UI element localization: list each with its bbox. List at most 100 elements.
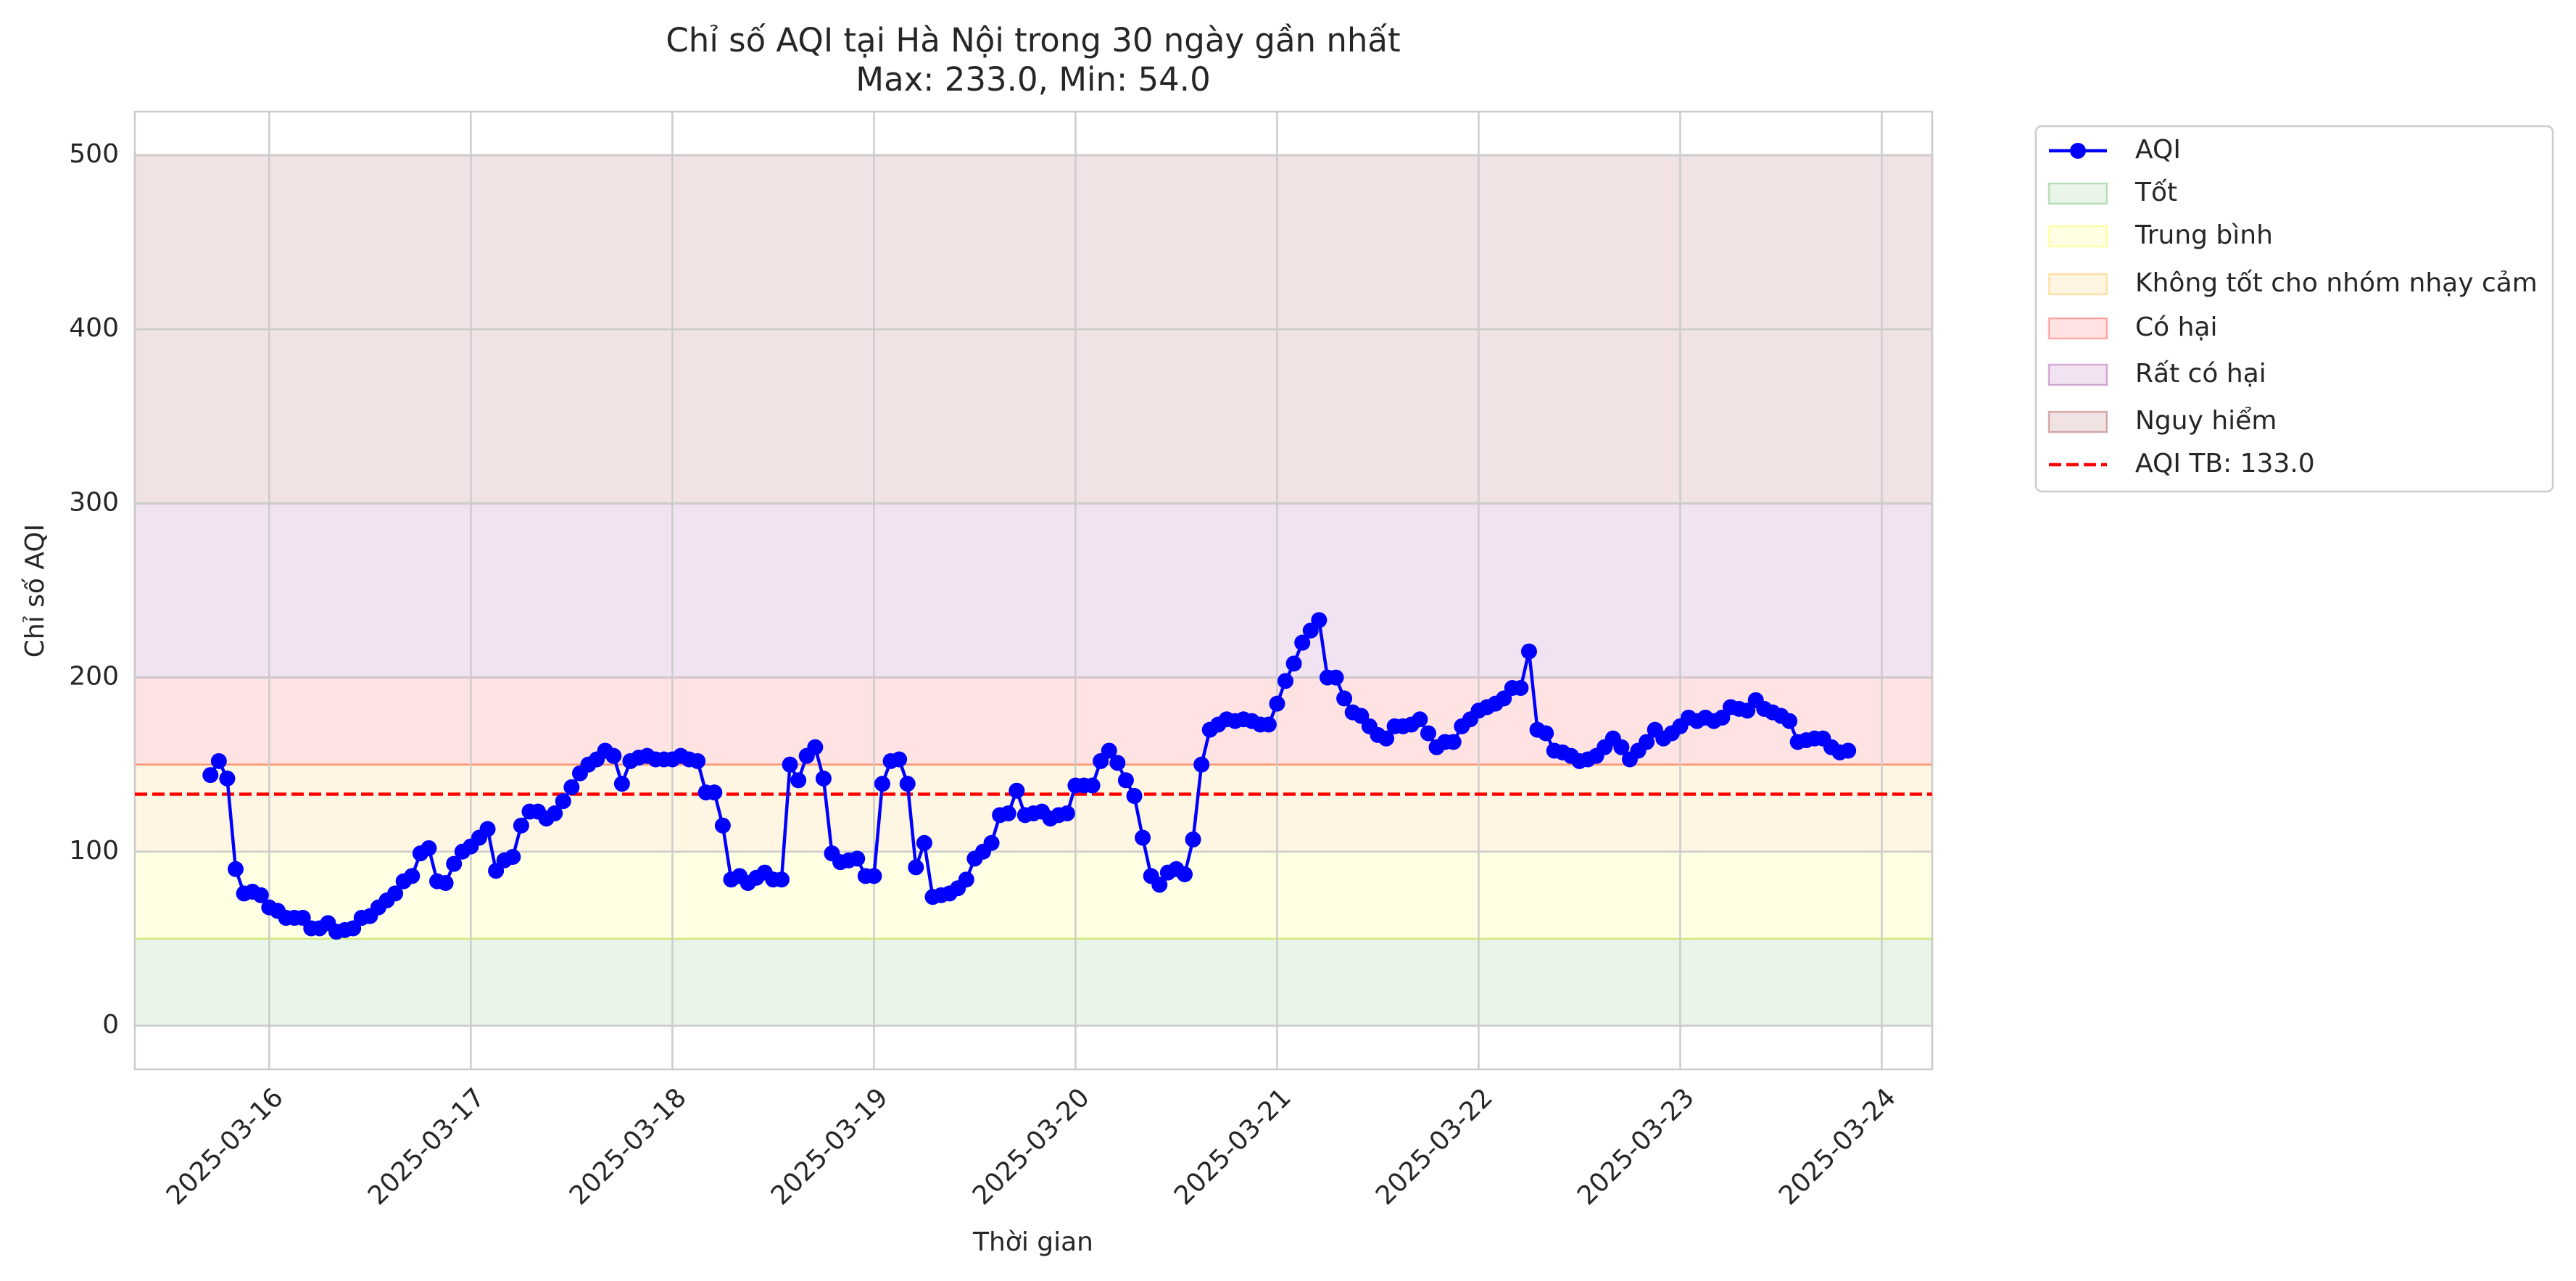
x-tick-label: 2025-03-16 <box>161 1082 289 1211</box>
aqi-point <box>1151 876 1168 893</box>
aqi-point <box>1378 730 1395 747</box>
aqi-point <box>1512 680 1529 697</box>
aqi-point <box>1639 734 1655 750</box>
aqi-point <box>437 875 454 892</box>
aqi-point <box>714 817 731 834</box>
legend-swatch <box>2047 182 2108 205</box>
aqi-point <box>1126 787 1143 804</box>
legend-label: Nguy hiểm <box>2135 406 2277 436</box>
aqi-point <box>210 753 227 769</box>
legend-swatch <box>2047 317 2108 340</box>
aqi-point <box>513 817 529 834</box>
aqi-point <box>706 784 723 801</box>
aqi-point <box>1177 866 1193 882</box>
legend-swatch <box>2047 273 2108 296</box>
x-tick-label: 2025-03-19 <box>766 1082 894 1211</box>
aqi-point <box>1135 829 1151 846</box>
chart-subtitle: Max: 233.0, Min: 54.0 <box>856 60 1210 99</box>
aqi-point <box>404 868 421 884</box>
aqi-point <box>228 861 244 877</box>
aqi-point <box>1277 673 1294 689</box>
legend-label: Tốt <box>2134 178 2177 207</box>
legend-swatch <box>2047 410 2108 434</box>
legend-label: AQI <box>2135 135 2181 165</box>
aqi-band <box>133 676 1934 766</box>
chart-title: Chỉ số AQI tại Hà Nội trong 30 ngày gần … <box>666 21 1400 59</box>
aqi-point <box>1285 655 1302 672</box>
aqi-point <box>1059 805 1075 821</box>
legend-label: Không tốt cho nhóm nhạy cảm <box>2135 268 2538 298</box>
x-tick-label: 2025-03-18 <box>564 1082 692 1211</box>
aqi-point <box>1109 755 1126 771</box>
legend-label: Có hại <box>2135 312 2217 342</box>
aqi-point <box>773 871 790 888</box>
aqi-point <box>790 772 807 789</box>
x-tick-label: 2025-03-21 <box>1169 1082 1297 1211</box>
aqi-band <box>133 937 1934 1027</box>
aqi-point <box>563 779 580 795</box>
aqi-point <box>202 767 219 784</box>
aqi-point <box>613 776 630 792</box>
aqi-point <box>916 834 932 851</box>
aqi-point <box>866 868 882 884</box>
aqi-point <box>1445 734 1462 750</box>
y-tick-label: 500 <box>69 139 119 169</box>
aqi-band <box>133 502 1934 679</box>
aqi-point <box>1311 612 1328 629</box>
aqi-point <box>874 776 890 792</box>
aqi-point <box>689 753 706 769</box>
aqi-point <box>1000 805 1016 821</box>
aqi-point <box>446 855 463 872</box>
x-tick-label: 2025-03-23 <box>1572 1082 1700 1211</box>
aqi-point <box>1781 713 1798 729</box>
y-tick-label: 200 <box>69 662 119 692</box>
aqi-point <box>1420 725 1436 742</box>
aqi-point <box>1538 725 1554 742</box>
aqi-point <box>547 805 563 821</box>
aqi-point <box>908 859 924 876</box>
aqi-point <box>1117 772 1134 789</box>
aqi-point <box>1520 643 1537 660</box>
aqi-point <box>605 747 622 764</box>
aqi-point <box>1294 634 1311 651</box>
legend-marker <box>2070 143 2086 159</box>
aqi-point <box>1260 716 1277 733</box>
plot-frame <box>133 110 1934 1071</box>
y-axis-label: Chỉ số AQI <box>20 524 50 658</box>
aqi-point <box>958 871 974 888</box>
x-tick-label: 2025-03-20 <box>967 1082 1096 1211</box>
legend-label: Trung bình <box>2134 220 2273 250</box>
aqi-point <box>899 776 916 792</box>
aqi-point <box>1084 777 1101 794</box>
aqi-point <box>1613 739 1630 755</box>
aqi-point <box>815 770 832 787</box>
aqi-point <box>252 887 269 903</box>
y-tick-label: 400 <box>69 313 119 343</box>
y-tick-label: 0 <box>102 1010 119 1040</box>
aqi-point <box>1269 695 1285 712</box>
y-tick-label: 300 <box>69 487 119 517</box>
aqi-point <box>1840 742 1857 759</box>
x-tick-label: 2025-03-22 <box>1370 1082 1499 1211</box>
aqi-point <box>1328 669 1344 686</box>
aqi-point <box>479 821 496 837</box>
aqi-point <box>891 751 908 768</box>
aqi-point <box>1193 756 1210 773</box>
aqi-point <box>1412 711 1428 728</box>
x-axis-label: Thời gian <box>972 1227 1093 1257</box>
aqi-point <box>807 739 824 755</box>
legend-swatch <box>2047 225 2108 248</box>
aqi-point <box>849 850 866 867</box>
legend-swatch <box>2047 363 2108 386</box>
y-tick-label: 100 <box>69 836 119 866</box>
aqi-point <box>983 834 1000 851</box>
legend-box <box>2034 125 2554 493</box>
aqi-band <box>133 850 1934 940</box>
x-tick-label: 2025-03-17 <box>363 1082 491 1211</box>
x-tick-label: 2025-03-24 <box>1773 1082 1902 1211</box>
aqi-point <box>387 885 404 902</box>
aqi-point <box>1185 831 1201 847</box>
aqi-point <box>782 756 798 773</box>
legend-label: AQI TB: 133.0 <box>2135 449 2315 478</box>
